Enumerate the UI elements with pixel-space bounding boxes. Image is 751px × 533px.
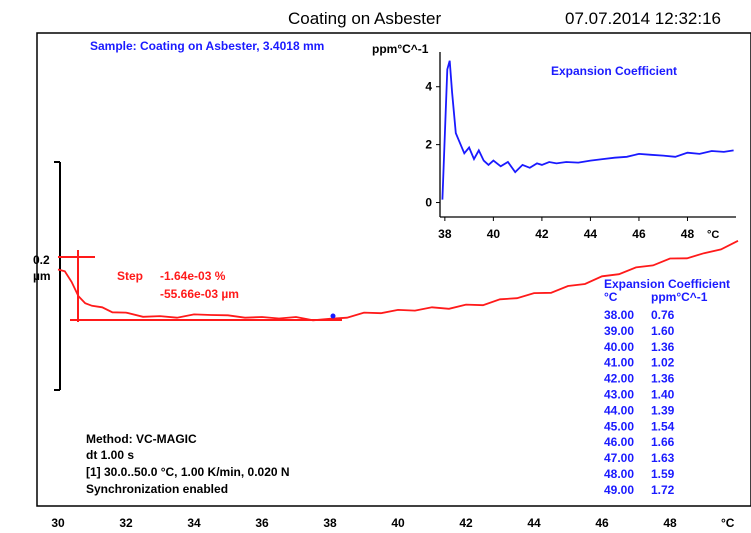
table-cell-coef: 0.76 (651, 308, 675, 322)
inset-title: Expansion Coefficient (551, 64, 677, 78)
main-x-tick-label: 36 (255, 516, 269, 530)
main-x-tick-label: 48 (663, 516, 677, 530)
inset-y-tick-label: 4 (425, 80, 432, 94)
inset-x-axis-unit: °C (707, 229, 719, 241)
table-title: Expansion Coefficient (604, 277, 730, 291)
main-x-tick-label: 46 (595, 516, 609, 530)
table-cell-coef: 1.72 (651, 483, 675, 497)
inset-tick-labels: 38 40 42 44 46 48 0 2 4 (425, 80, 694, 241)
main-x-tick-label: 38 (323, 516, 337, 530)
method-line-3: [1] 30.0..50.0 °C, 1.00 K/min, 0.020 N (86, 465, 290, 479)
inset-x-tick-label: 40 (487, 227, 501, 241)
series-line-main (57, 239, 739, 322)
table-cell-temp: 43.00 (604, 388, 634, 402)
main-x-tick-labels: 30 32 34 36 38 40 42 44 46 48 (51, 516, 677, 530)
inset-x-tick-label: 42 (535, 227, 549, 241)
table-cell-coef: 1.59 (651, 467, 675, 481)
main-x-tick-label: 34 (187, 516, 201, 530)
chart-title: Coating on Asbester (288, 9, 441, 28)
table-cell-temp: 46.00 (604, 435, 634, 449)
table-cell-temp: 41.00 (604, 356, 634, 370)
inset-x-tick-label: 38 (438, 227, 452, 241)
sample-label: Sample: Coating on Asbester, 3.4018 mm (90, 39, 324, 53)
scale-bar-unit: µm (33, 269, 51, 283)
inset-x-tick-label: 44 (584, 227, 598, 241)
main-x-tick-label: 44 (527, 516, 541, 530)
inset-x-tick-label: 48 (681, 227, 695, 241)
method-line-2: dt 1.00 s (86, 448, 134, 462)
table-cell-coef: 1.39 (651, 403, 675, 417)
table-cell-temp: 42.00 (604, 372, 634, 386)
main-x-axis-unit: °C (721, 516, 735, 530)
timestamp: 07.07.2014 12:32:16 (565, 9, 721, 28)
scale-bar: 0.2 µm (33, 161, 61, 391)
step-label: Step (117, 269, 143, 283)
table-cell-temp: 39.00 (604, 324, 634, 338)
inset-chart: ppm°C^-1 Expansion Coefficient 38 40 42 44 4… (372, 42, 745, 241)
table-rows: 38.00 0.76 39.00 1.60 40.00 1.36 41.00 1.02 42.0… (604, 308, 675, 497)
table-col-temp-header: °C (604, 290, 618, 304)
series-line-inset (441, 60, 734, 200)
table-cell-coef: 1.54 (651, 419, 675, 433)
method-line-4: Synchronization enabled (86, 482, 228, 496)
step-end-point (330, 313, 336, 319)
table-col-coef-header: ppm°C^-1 (651, 290, 708, 304)
table-cell-coef: 1.02 (651, 356, 675, 370)
table-cell-temp: 44.00 (604, 403, 634, 417)
coefficient-table: Expansion Coefficient °C ppm°C^-1 38.00 0… (604, 277, 730, 497)
table-cell-coef: 1.66 (651, 435, 675, 449)
method-line-1: Method: VC-MAGIC (86, 432, 197, 446)
main-x-tick-label: 40 (391, 516, 405, 530)
inset-y-tick-label: 2 (425, 138, 432, 152)
step-value-percent: -1.64e-03 % (160, 269, 226, 283)
inset-y-tick-label: 0 (425, 196, 432, 210)
step-value-um: -55.66e-03 µm (160, 287, 239, 301)
main-x-tick-label: 32 (119, 516, 133, 530)
table-cell-temp: 49.00 (604, 483, 634, 497)
table-cell-temp: 38.00 (604, 308, 634, 322)
table-cell-temp: 47.00 (604, 451, 634, 465)
main-x-tick-label: 42 (459, 516, 473, 530)
inset-y-axis-label: ppm°C^-1 (372, 42, 429, 56)
inset-background (437, 42, 745, 230)
step-annotation: Step -1.64e-03 % -55.66e-03 µm (58, 250, 342, 322)
table-cell-coef: 1.60 (651, 324, 675, 338)
table-cell-coef: 1.40 (651, 388, 675, 402)
plot-frame (36, 32, 751, 507)
table-cell-coef: 1.36 (651, 340, 675, 354)
scale-bar-value: 0.2 (33, 253, 50, 267)
table-cell-coef: 1.36 (651, 372, 675, 386)
method-info: Method: VC-MAGIC dt 1.00 s [1] 30.0..50.… (86, 432, 290, 496)
table-cell-temp: 48.00 (604, 467, 634, 481)
inset-x-tick-label: 46 (632, 227, 646, 241)
main-x-tick-label: 30 (51, 516, 65, 530)
table-cell-temp: 40.00 (604, 340, 634, 354)
table-cell-temp: 45.00 (604, 419, 634, 433)
table-cell-coef: 1.63 (651, 451, 675, 465)
